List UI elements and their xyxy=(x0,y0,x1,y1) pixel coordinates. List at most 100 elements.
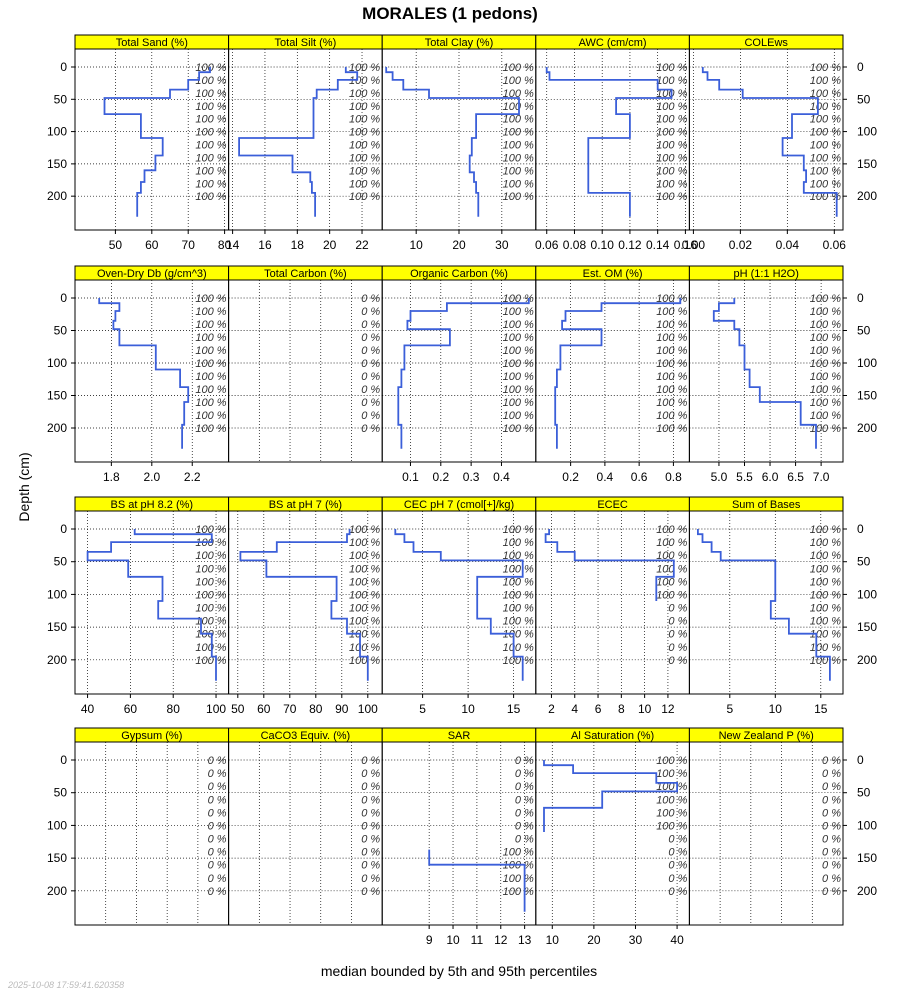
pct-label: 100 % xyxy=(349,576,380,588)
footer-caption: median bounded by 5th and 95th percentil… xyxy=(320,963,598,979)
pct-label: 100 % xyxy=(503,191,534,203)
profile-line xyxy=(397,298,530,449)
pct-label: 100 % xyxy=(810,306,841,318)
pct-label: 100 % xyxy=(349,550,380,562)
pct-label: 100 % xyxy=(503,886,534,898)
pct-label: 0 % xyxy=(208,873,227,885)
pct-label: 0 % xyxy=(208,834,227,846)
pct-label: 0 % xyxy=(361,397,380,409)
pct-label: 100 % xyxy=(810,62,841,74)
pct-label: 100 % xyxy=(656,101,687,113)
profile-line xyxy=(545,67,673,217)
pct-label: 100 % xyxy=(810,165,841,177)
pct-label: 0 % xyxy=(361,384,380,396)
pct-label: 0 % xyxy=(822,873,841,885)
pct-label: 100 % xyxy=(503,616,534,628)
pct-label: 100 % xyxy=(810,293,841,305)
x-tick-label: 80 xyxy=(167,702,181,716)
profile-line xyxy=(394,529,524,681)
pct-label: 100 % xyxy=(810,191,841,203)
x-tick-label: 0.14 xyxy=(646,238,670,252)
x-tick-label: 0.4 xyxy=(493,470,510,484)
x-tick-label: 6 xyxy=(595,702,602,716)
pct-label: 100 % xyxy=(503,576,534,588)
panel-box xyxy=(688,48,844,231)
profile-line xyxy=(701,67,838,217)
pct-label: 100 % xyxy=(810,114,841,126)
pct-label: 100 % xyxy=(195,655,226,667)
panel-box xyxy=(688,510,844,695)
pct-label: 100 % xyxy=(503,371,534,383)
x-tick-label: 5.5 xyxy=(736,470,753,484)
pct-label: 100 % xyxy=(195,563,226,575)
y-tick-label: 50 xyxy=(54,555,68,569)
pct-label: 100 % xyxy=(656,319,687,331)
pct-label: 100 % xyxy=(503,140,534,152)
pct-label: 100 % xyxy=(349,616,380,628)
pct-label: 100 % xyxy=(503,603,534,615)
profile-line xyxy=(98,298,190,449)
pct-label: 0 % xyxy=(668,642,687,654)
pct-label: 100 % xyxy=(195,75,226,87)
x-tick-label: 13 xyxy=(518,933,532,947)
x-tick-label: 10 xyxy=(409,238,423,252)
pct-label: 100 % xyxy=(503,860,534,872)
x-tick-label: 0.6 xyxy=(631,470,648,484)
pct-label: 0 % xyxy=(208,820,227,832)
x-tick-label: 80 xyxy=(218,238,232,252)
pct-label: 100 % xyxy=(195,603,226,615)
pct-label: 100 % xyxy=(503,563,534,575)
panel-title: Sum of Bases xyxy=(732,499,801,511)
x-tick-label: 0.3 xyxy=(463,470,480,484)
x-tick-label: 0.12 xyxy=(618,238,642,252)
x-tick-label: 0.4 xyxy=(597,470,614,484)
y-tick-label: 150 xyxy=(47,157,67,171)
pct-label: 100 % xyxy=(810,152,841,164)
panel-2: Total Clay (%)100 %100 %100 %100 %100 %1… xyxy=(381,34,537,252)
pct-label: 100 % xyxy=(349,114,380,126)
pct-label: 100 % xyxy=(656,807,687,819)
pct-label: 100 % xyxy=(503,655,534,667)
pct-label: 100 % xyxy=(656,306,687,318)
y-tick-label: 150 xyxy=(857,620,877,634)
pct-label: 100 % xyxy=(503,847,534,859)
pct-label: 100 % xyxy=(810,563,841,575)
chart-title: MORALES (1 pedons) xyxy=(362,4,538,23)
x-tick-label: 0.06 xyxy=(823,238,847,252)
profile-line xyxy=(103,67,211,217)
pct-label: 100 % xyxy=(195,114,226,126)
pct-label: 100 % xyxy=(195,589,226,601)
pct-label: 0 % xyxy=(361,306,380,318)
pct-label: 100 % xyxy=(349,62,380,74)
x-tick-label: 16 xyxy=(258,238,272,252)
pct-label: 100 % xyxy=(503,642,534,654)
pct-label: 100 % xyxy=(349,178,380,190)
panel-title: Total Clay (%) xyxy=(425,37,493,49)
pct-label: 100 % xyxy=(656,537,687,549)
panel-5: Oven-Dry Db (g/cm^3)100 %100 %100 %100 %… xyxy=(47,265,230,484)
pct-label: 100 % xyxy=(349,75,380,87)
panel-title: BS at pH 8.2 (%) xyxy=(111,499,194,511)
pct-label: 100 % xyxy=(810,550,841,562)
y-tick-label: 150 xyxy=(47,389,67,403)
pct-label: 100 % xyxy=(195,616,226,628)
pct-label: 100 % xyxy=(195,152,226,164)
pct-label: 100 % xyxy=(656,358,687,370)
y-tick-label: 200 xyxy=(857,421,877,435)
panel-title: CaCO3 Equiv. (%) xyxy=(261,730,351,742)
panel-box xyxy=(74,741,230,926)
x-tick-label: 10 xyxy=(546,933,560,947)
pct-label: 100 % xyxy=(656,332,687,344)
pct-label: 100 % xyxy=(195,319,226,331)
pct-label: 100 % xyxy=(195,410,226,422)
pct-label: 0 % xyxy=(515,768,534,780)
pct-label: 0 % xyxy=(822,807,841,819)
pct-label: 100 % xyxy=(656,165,687,177)
panel-title: BS at pH 7 (%) xyxy=(269,499,342,511)
pct-label: 100 % xyxy=(656,576,687,588)
pct-label: 100 % xyxy=(810,127,841,139)
x-tick-label: 30 xyxy=(495,238,509,252)
x-tick-label: 20 xyxy=(587,933,601,947)
x-tick-label: 8 xyxy=(618,702,625,716)
